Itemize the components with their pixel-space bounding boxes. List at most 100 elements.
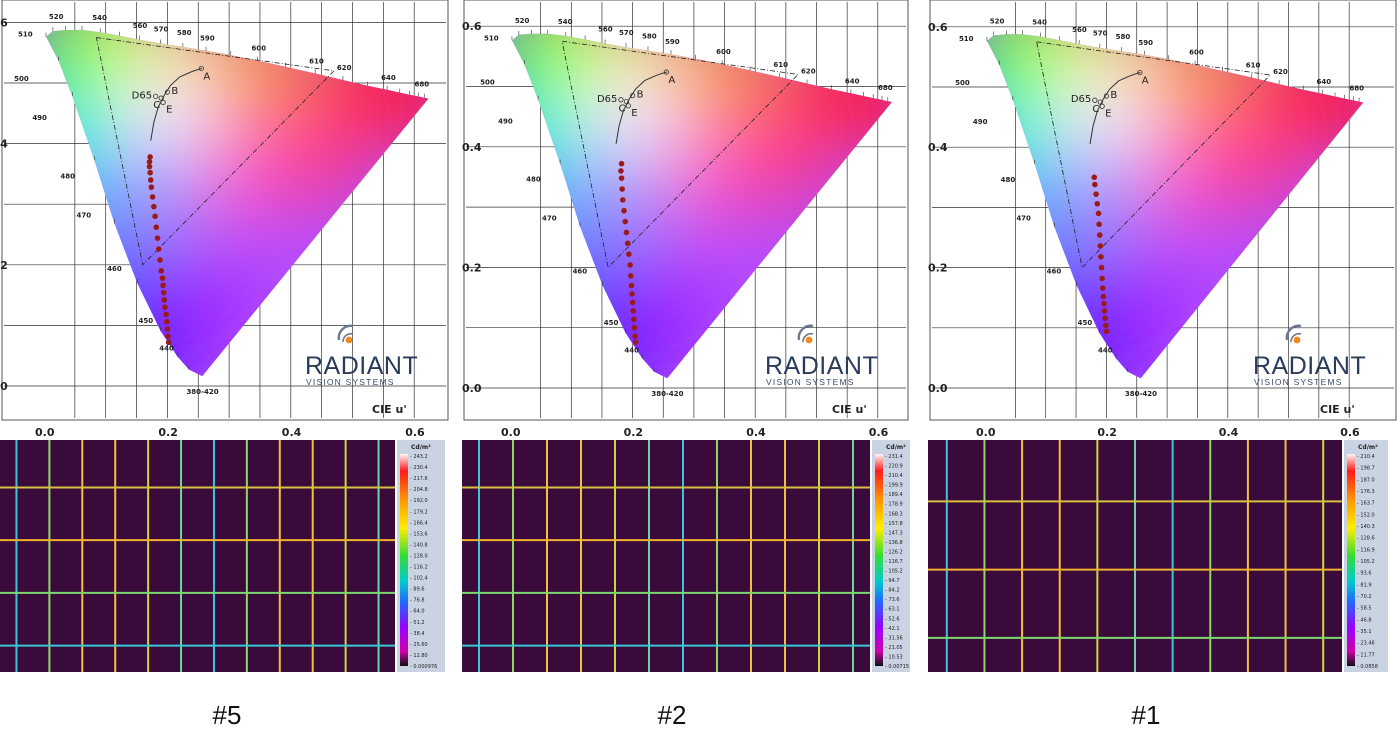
panel-5: A B C E D65 520 540 560 570 580 590 600 610 620 640 680…: [0, 0, 455, 755]
white-point-marker: [164, 89, 170, 95]
data-point: [1098, 264, 1105, 271]
data-point: [158, 268, 165, 274]
data-point: [1098, 253, 1104, 260]
wavelength-label: 560: [133, 22, 148, 30]
white-point-label: C: [1092, 104, 1099, 115]
colorbar-tick-label: - 73.6: [885, 597, 900, 603]
data-point: [1091, 174, 1098, 181]
logo-name: RADIANT: [305, 352, 418, 380]
data-point: [1096, 232, 1103, 238]
colorbar-tick-label: - 230.4: [410, 465, 428, 471]
map-background: [462, 440, 870, 672]
wavelength-label: 490: [32, 114, 47, 122]
wavelength-label: 640: [381, 74, 396, 82]
wavelength-label: 440: [159, 344, 174, 352]
data-point: [162, 304, 168, 311]
colorbar-tick-label: - 231.4: [885, 454, 903, 460]
x-tick-label: 0.4: [746, 426, 766, 439]
white-point-marker: [623, 98, 630, 105]
wavelength-label: 610: [309, 57, 324, 65]
colorbar-tick-label: - 64.0: [410, 609, 425, 615]
data-point: [149, 194, 156, 200]
data-point: [1096, 221, 1102, 228]
data-point: [165, 333, 171, 340]
colorbar-tick-label: - 94.7: [885, 578, 900, 584]
white-point-marker: [630, 92, 636, 99]
data-point: [163, 318, 170, 325]
colorbar-tick-label: - 140.8: [410, 542, 428, 548]
colorbar-tick-label: - 128.0: [410, 553, 428, 559]
cie-chart-1: A BC E D65 520 540 560 570 580 590 600 610 620 640 680…: [928, 0, 1397, 439]
colorbar-tick-label: - 116.7: [885, 559, 903, 565]
data-point: [1099, 275, 1105, 282]
data-point: [630, 308, 637, 314]
white-point-label: D65: [1071, 94, 1091, 105]
colorbar-tick-label: - 70.2: [1357, 594, 1372, 600]
wavelength-label: 580: [177, 29, 192, 37]
white-point-marker: [158, 95, 164, 101]
logo-arc-icon: [802, 332, 814, 343]
data-point: [631, 316, 637, 323]
map-background: [0, 440, 395, 672]
white-point-marker: [663, 69, 669, 75]
y-tick-label: .6: [0, 16, 8, 29]
wavelength-label: 510: [18, 31, 33, 39]
data-point: [621, 207, 627, 214]
x-axis-label: CIE u': [832, 403, 867, 416]
data-point: [165, 339, 172, 346]
wavelength-label: 610: [1246, 62, 1261, 70]
data-point: [1102, 322, 1109, 329]
wavelength-label: 590: [665, 38, 680, 46]
wavelength-label: 470: [76, 212, 91, 220]
x-tick-label: 0.4: [1219, 426, 1239, 439]
data-point: [1103, 328, 1110, 335]
colorbar-tick-label: - 189.4: [885, 492, 903, 498]
colorbar-tick-label: - 21.05: [885, 645, 903, 651]
wavelength-label: 440: [624, 346, 639, 354]
luminance-map-5: Cd/m² - 243.2 - 230.4 - 217.6 - 204.8 - 192.0…: [0, 440, 445, 672]
panel-caption: #2: [657, 700, 687, 730]
wavelength-label: 590: [200, 35, 215, 43]
white-point-marker: [153, 93, 159, 99]
wavelength-label: 560: [1072, 26, 1087, 34]
logo-arc-icon: [337, 324, 354, 341]
colorbar-tick-label: - 58.5: [1357, 606, 1372, 612]
colorbar-tick-label: - 168.3: [885, 511, 903, 517]
white-point-marker: [198, 65, 204, 72]
x-axis-label: CIE u': [372, 403, 407, 416]
colorbar-tick-label: - 23.46: [1357, 641, 1375, 647]
wavelength-label: 580: [642, 33, 657, 41]
colorbar-tick-label: - 147.3: [885, 530, 903, 536]
wavelength-label: 460: [1047, 268, 1062, 276]
data-point: [628, 282, 635, 289]
data-point: [146, 158, 153, 165]
wavelength-label: 490: [973, 118, 988, 126]
colorbar-tick-label: - 126.2: [885, 549, 903, 555]
wavelength-label: 640: [845, 77, 860, 85]
logo-arc-icon: [342, 332, 354, 343]
panel-caption: #1: [1131, 700, 1161, 730]
white-point-marker: [1103, 93, 1109, 99]
data-point: [159, 275, 166, 281]
x-tick-label: 0.0: [35, 426, 55, 439]
wavelength-label: 510: [484, 34, 499, 42]
y-tick-label: 0.4: [928, 141, 948, 154]
data-point: [627, 262, 633, 268]
y-tick-label: 0.2: [928, 262, 948, 275]
data-point: [155, 246, 162, 252]
logo-dot-icon: [1293, 336, 1301, 344]
data-point: [1099, 285, 1106, 291]
x-tick-label: 0.6: [1340, 426, 1360, 439]
white-point-marker: [625, 103, 631, 109]
wavelength-label: 540: [558, 18, 573, 26]
wavelength-label: 450: [604, 319, 619, 327]
white-point-marker: [618, 97, 624, 103]
logo-dot-icon: [805, 336, 813, 344]
x-tick-label: 0.2: [624, 426, 644, 439]
data-point: [623, 229, 630, 236]
wavelength-label: 480: [1001, 176, 1016, 184]
data-point: [1095, 210, 1102, 217]
wavelength-label: 520: [515, 17, 530, 25]
wavelength-label: 540: [92, 14, 107, 22]
wavelength-label: 590: [1138, 39, 1153, 47]
